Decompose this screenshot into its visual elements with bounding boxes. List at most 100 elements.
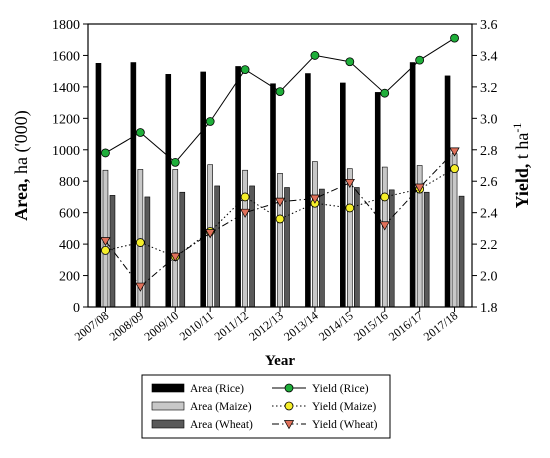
bar-area-wheat--3 — [214, 185, 220, 308]
y2-tick-label-3.0: 3.0 — [480, 112, 498, 127]
y-axis-title-rest: ha ('000) — [11, 110, 32, 178]
y2-tick-label-3.6: 3.6 — [480, 18, 498, 33]
legend-label-area-rice-: Area (Rice) — [190, 383, 244, 395]
bar-area-rice--7 — [340, 82, 346, 308]
point-yield-maize--4 — [240, 192, 250, 202]
legend-swatch-area-maize- — [151, 401, 185, 411]
legend-label-yield-maize-: Yield (Maize) — [312, 401, 376, 413]
legend: Area (Rice) Area (Maize) Area (Wheat) Yield… — [141, 374, 391, 439]
x-tick-label-2017/18: 2017/18 — [421, 308, 461, 343]
y-tick-label-1600: 1600 — [52, 49, 80, 64]
line-yield-rice- — [105, 37, 455, 164]
point-yield-rice--1 — [135, 128, 145, 137]
point-yield-rice--8 — [380, 88, 390, 98]
point-yield-rice--10 — [450, 33, 459, 43]
y-tick-label-800: 800 — [59, 175, 80, 190]
y-axis-title: Area, ha ('000) — [11, 110, 32, 220]
bar-area-wheat--10 — [458, 195, 465, 308]
y-tick-label-1800: 1800 — [52, 18, 80, 33]
point-yield-maize--8 — [380, 192, 390, 202]
legend-marker-yield-maize- — [284, 401, 294, 411]
point-yield-rice--3 — [205, 117, 215, 126]
point-yield-rice--4 — [240, 65, 250, 74]
lines-layer — [100, 33, 460, 292]
x-tick-label-2011/12: 2011/12 — [212, 308, 251, 343]
point-yield-wheat--8 — [379, 221, 390, 231]
point-yield-rice--0 — [101, 148, 110, 158]
y2-tick-label-3.4: 3.4 — [480, 49, 498, 64]
y2-axis-title-sup: -1 — [510, 123, 524, 133]
labels-layer: Year Area, ha ('000) Yield, t ha-1 — [11, 110, 532, 369]
legend-swatch-area-wheat- — [151, 419, 185, 429]
y-axis-title-bold: Area, — [11, 179, 31, 221]
y2-tick-label-2.8: 2.8 — [480, 144, 498, 159]
y2-axis-title-bold: Yield, — [512, 164, 532, 209]
x-tick-label-2012/13: 2012/13 — [246, 308, 286, 343]
bar-area-maize--8 — [381, 166, 388, 308]
bar-area-wheat--5 — [284, 187, 290, 308]
bar-area-wheat--6 — [319, 188, 325, 308]
x-axis-title: Year — [265, 353, 295, 369]
y2-axis-title-rest: t ha — [512, 133, 532, 164]
point-yield-maize--7 — [345, 203, 355, 213]
point-yield-wheat--1 — [135, 282, 146, 292]
bar-area-rice--8 — [374, 92, 381, 308]
y2-tick-label-1.8: 1.8 — [480, 301, 498, 316]
bar-area-wheat--1 — [144, 196, 151, 308]
point-yield-wheat--6 — [309, 194, 321, 204]
x-tick-label-2016/17: 2016/17 — [386, 308, 426, 343]
bar-area-rice--6 — [305, 73, 311, 308]
y-tick-label-400: 400 — [59, 238, 80, 253]
point-yield-maize--1 — [135, 238, 145, 247]
point-yield-wheat--5 — [274, 197, 286, 207]
y2-tick-label-2.4: 2.4 — [480, 207, 498, 222]
bar-area-wheat--8 — [388, 189, 395, 308]
y2-tick-label-3.2: 3.2 — [480, 81, 498, 96]
point-yield-rice--2 — [170, 157, 180, 167]
point-yield-wheat--4 — [239, 208, 251, 218]
point-yield-rice--7 — [345, 57, 355, 67]
bar-area-rice--5 — [270, 83, 276, 308]
y-tick-label-0: 0 — [73, 301, 80, 316]
bar-area-rice--0 — [95, 63, 102, 308]
legend-label-area-wheat-: Area (Wheat) — [190, 419, 253, 431]
bar-area-rice--10 — [444, 75, 451, 308]
point-yield-rice--9 — [415, 55, 425, 65]
bar-area-wheat--2 — [179, 191, 186, 308]
y2-tick-label-2.6: 2.6 — [480, 175, 498, 190]
bar-area-maize--4 — [242, 169, 248, 308]
y-tick-label-600: 600 — [59, 207, 80, 222]
bar-area-wheat--0 — [109, 195, 116, 308]
bar-area-rice--3 — [200, 71, 206, 308]
y-tick-label-1400: 1400 — [52, 81, 80, 96]
bar-area-maize--10 — [451, 153, 458, 308]
x-tick-label-2013/14: 2013/14 — [281, 308, 321, 343]
bar-area-maize--5 — [277, 173, 283, 308]
y2-axis-title: Yield, t ha-1 — [510, 123, 532, 209]
point-yield-wheat--10 — [449, 147, 460, 157]
bar-area-wheat--4 — [249, 185, 255, 308]
line-yield-maize- — [105, 168, 455, 258]
y2-tick-label-2.2: 2.2 — [480, 238, 498, 253]
point-yield-wheat--3 — [205, 229, 216, 239]
legend-marker-yield-wheat- — [283, 420, 295, 430]
bars-layer — [95, 62, 465, 308]
x-tick-label-2008/09: 2008/09 — [107, 308, 147, 343]
bar-area-maize--7 — [347, 168, 353, 308]
point-yield-wheat--7 — [344, 178, 355, 189]
point-yield-rice--5 — [275, 87, 285, 97]
point-yield-wheat--9 — [414, 183, 425, 193]
legend-label-yield-wheat-: Yield (Wheat) — [312, 419, 378, 431]
bar-area-maize--2 — [172, 169, 179, 308]
y2-tick-label-2.0: 2.0 — [480, 270, 498, 285]
point-yield-wheat--0 — [100, 237, 111, 247]
bar-area-maize--6 — [312, 161, 318, 308]
bar-area-rice--9 — [409, 62, 416, 308]
bar-area-rice--2 — [165, 74, 172, 308]
point-yield-wheat--2 — [170, 252, 181, 262]
y-tick-label-200: 200 — [59, 270, 80, 285]
point-yield-maize--0 — [101, 245, 110, 255]
point-yield-maize--10 — [450, 164, 459, 174]
